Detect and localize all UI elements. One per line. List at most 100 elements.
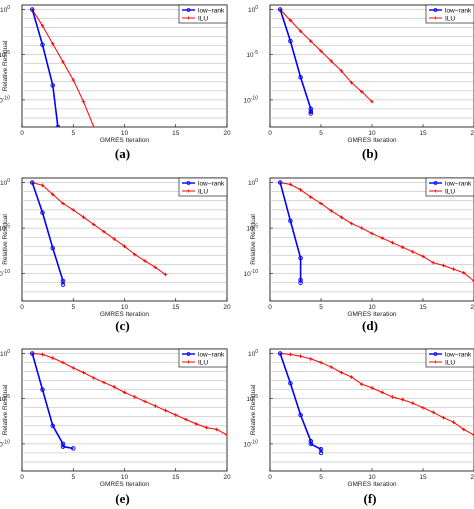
x-tick-label: 10 [368,304,376,311]
data-point [132,252,137,257]
data-point [400,245,405,250]
y-tick-label: 10-5 [246,394,258,403]
y-axis-label: Relative Residual [250,214,257,265]
data-point [40,387,45,392]
data-point [71,78,76,82]
data-point [411,250,415,254]
chart-panel: 0 5 10 15 20 100 10-5 10-10 GMRES Iteration Relat… [0,4,231,161]
data-point [370,99,374,104]
data-point [184,417,188,422]
y-tick-label: 100 [0,178,10,187]
data-point [70,446,76,451]
legend-label: low−rank [198,7,225,14]
series-line [279,353,322,453]
series-layer [30,351,227,451]
legend-label: low−rank [445,351,472,358]
data-point [91,376,96,380]
data-point [441,415,446,420]
panel-label: (a) [115,146,130,161]
data-point [153,404,158,408]
data-point [288,182,293,187]
data-point [61,60,65,64]
x-tick-label: 5 [71,130,75,137]
data-point [277,180,283,185]
data-point [308,438,314,444]
x-tick-label: 0 [20,304,24,311]
panel-label: (d) [362,318,378,333]
x-tick-label: 15 [172,304,180,311]
series-line [279,9,373,103]
data-point [380,236,384,240]
data-point [288,352,293,357]
data-point [329,365,333,369]
data-point [288,18,293,23]
data-point [102,229,106,234]
series-layer [30,7,96,127]
series-line [32,353,227,436]
data-point [50,192,55,197]
legend-marker [187,360,190,364]
data-point [40,183,45,188]
y-tick-label: 10-10 [0,439,10,448]
data-point [298,75,303,80]
x-tick-label: 0 [268,130,272,137]
data-point [61,360,65,365]
data-point [349,375,354,379]
data-point [309,39,313,43]
data-point [288,218,293,224]
legend-label: ILU [198,188,208,195]
data-point [277,7,283,12]
data-point [370,386,374,390]
series-layer [277,7,374,116]
data-point [288,381,293,386]
data-point [277,351,283,356]
x-tick-label: 0 [20,474,24,481]
data-point [112,237,117,241]
data-point [288,38,293,44]
legend-marker [186,352,191,356]
legend-label: ILU [198,15,208,22]
x-tick-label: 10 [121,304,129,311]
x-tick-label: 10 [368,474,376,481]
data-point [112,385,117,389]
plot-frame [269,4,474,128]
data-point [360,382,364,387]
data-point [50,423,56,429]
panel-label: (f) [364,491,377,506]
data-point [298,354,303,359]
data-point [298,255,303,261]
x-tick-label: 5 [319,304,323,311]
x-axis-label: GMRES Iteration [100,311,150,318]
x-tick-label: 0 [268,474,272,481]
y-tick-label: 10-5 [0,224,10,233]
data-point [143,259,147,263]
y-tick-label: 10-10 [244,439,259,448]
data-point [349,80,354,85]
data-point [60,282,66,287]
data-point [153,265,158,270]
legend-marker [433,8,438,12]
legend-marker [433,181,438,185]
data-point [308,106,314,112]
data-point [163,408,168,413]
data-point [308,109,314,114]
data-point [318,450,324,456]
data-point [81,370,86,375]
plot-frame [21,177,228,302]
y-axis-label: Relative Residual [2,40,9,91]
x-tick-label: 15 [419,474,427,481]
legend-marker [187,16,190,20]
y-tick-label: 10-10 [0,95,10,104]
series-line [280,353,474,436]
data-point [225,433,227,437]
data-point [102,380,106,385]
x-tick-label: 15 [172,130,180,137]
data-point [81,215,86,219]
y-tick-label: 100 [248,349,258,358]
chart-panel: 0 5 10 15 20 100 10-5 10-10 GMRES Iteration Relat… [244,177,474,333]
data-point [55,124,61,127]
data-point [390,240,395,245]
data-point [339,69,344,73]
data-point [298,29,303,34]
data-point [204,425,209,430]
